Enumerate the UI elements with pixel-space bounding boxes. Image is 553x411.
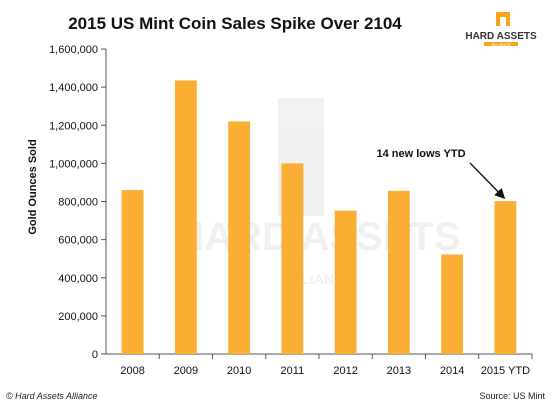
bar-2010 <box>228 121 251 354</box>
footer-copyright: © Hard Assets Alliance <box>6 391 98 401</box>
x-tick-label: 2011 <box>281 365 305 377</box>
x-tick-label: 2012 <box>333 365 357 377</box>
annotation-text: 14 new lows YTD <box>376 148 465 160</box>
footer-source: Source: US Mint <box>479 391 545 401</box>
logo-text: HARD ASSETS <box>465 31 537 42</box>
x-tick-label: 2008 <box>120 365 144 377</box>
y-tick-label: 1,200,000 <box>49 120 98 132</box>
y-tick-label: 200,000 <box>58 311 98 323</box>
bar-2014 <box>441 254 464 354</box>
bar-2009 <box>174 80 197 354</box>
x-tick-label: 2015 YTD <box>481 365 530 377</box>
axes: 0 200,000 400,000 600,000 800,000 1,000,000 1,… <box>49 44 533 377</box>
y-tick-label: 400,000 <box>58 273 98 285</box>
bar-2008 <box>121 190 144 354</box>
bar-2013 <box>387 190 410 354</box>
logo-bar <box>484 42 518 46</box>
x-tick-label: 2010 <box>227 365 251 377</box>
logo-door <box>500 17 506 26</box>
logo: HARD ASSETS ALLIANCE <box>465 12 537 47</box>
y-tick-label: 1,600,000 <box>49 44 98 56</box>
y-tick-label: 1,400,000 <box>49 82 98 94</box>
watermark-text: HARD ASSETS <box>175 215 460 259</box>
annotation-arrow <box>469 162 506 199</box>
chart-title: 2015 US Mint Coin Sales Spike Over 2104 <box>68 14 402 33</box>
logo-subtext: ALLIANCE <box>491 42 511 47</box>
y-tick-label: 800,000 <box>58 197 98 209</box>
y-tick-label: 600,000 <box>58 235 98 247</box>
watermark: HARD ASSETS ALLIANCE <box>175 98 461 287</box>
bar-2012 <box>334 210 357 354</box>
y-tick-label: 0 <box>92 349 98 361</box>
annotation-group: 14 new lows YTD <box>376 148 506 199</box>
x-tick-label: 2014 <box>440 365 464 377</box>
bars <box>121 80 517 354</box>
x-tick-label: 2013 <box>387 365 411 377</box>
x-tick-label: 2009 <box>174 365 198 377</box>
y-tick-label: 1,000,000 <box>49 158 98 170</box>
bar-2011 <box>281 163 304 354</box>
y-axis-label: Gold Ounces Sold <box>27 139 39 234</box>
bar-2015-ytd <box>494 201 517 354</box>
